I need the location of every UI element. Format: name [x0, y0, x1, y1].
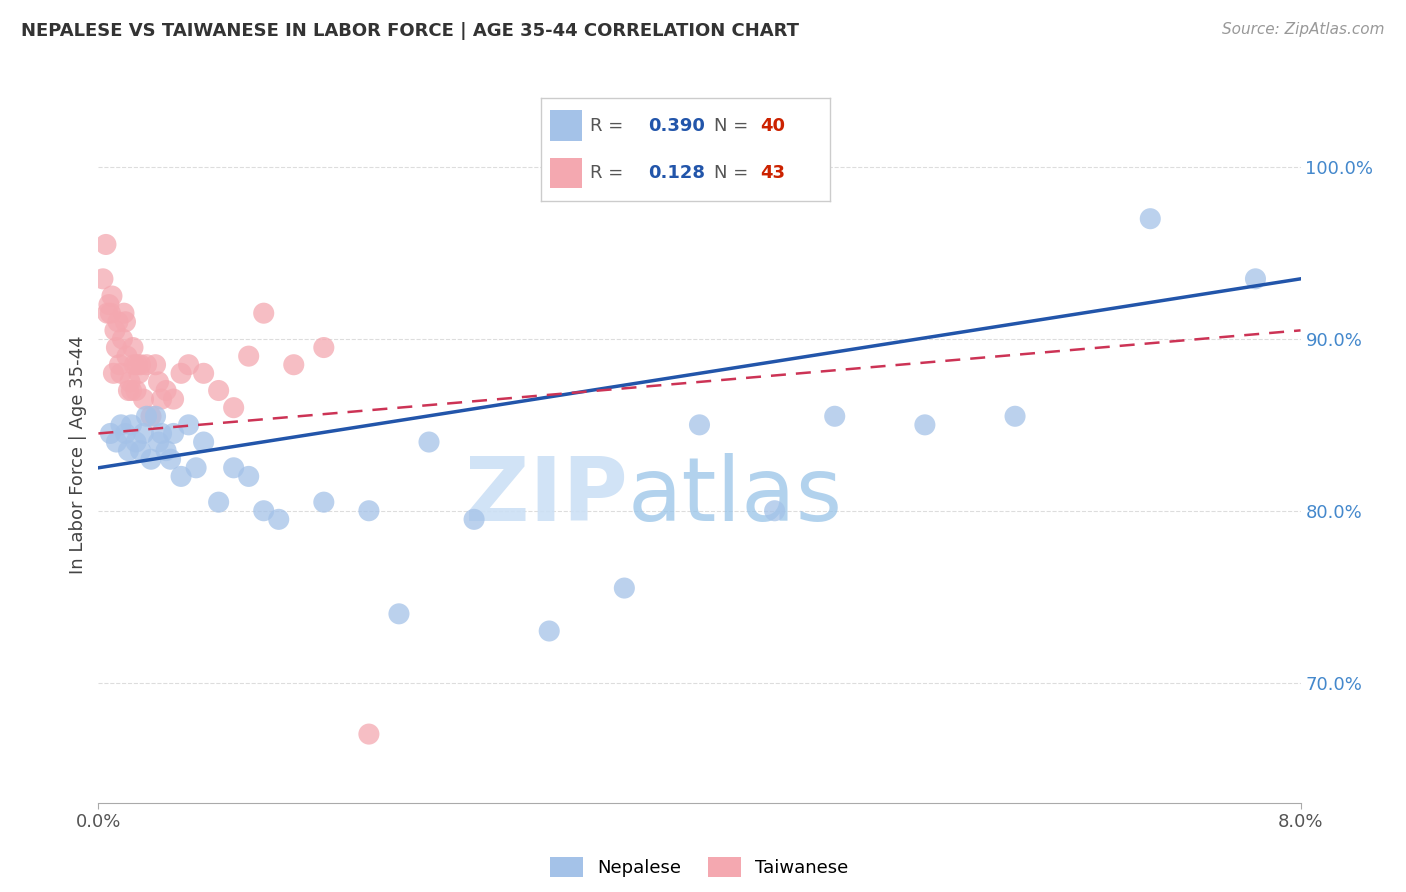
Point	[463, 512, 485, 526]
Point	[238, 349, 260, 363]
Point	[145, 358, 167, 372]
Point	[193, 435, 215, 450]
Point	[184, 460, 207, 475]
Text: N =: N =	[714, 117, 754, 135]
Point	[124, 358, 146, 372]
Point	[312, 495, 335, 509]
Point	[283, 358, 305, 372]
Point	[418, 435, 440, 450]
Point	[139, 409, 162, 424]
Text: 40: 40	[761, 117, 786, 135]
Point	[357, 727, 380, 741]
Point	[103, 367, 125, 381]
Point	[388, 607, 411, 621]
Point	[101, 289, 124, 303]
Point	[125, 384, 148, 398]
Point	[115, 349, 138, 363]
Point	[110, 367, 132, 381]
Point	[170, 469, 193, 483]
Point	[94, 237, 117, 252]
Point	[155, 443, 177, 458]
Point	[177, 358, 200, 372]
Text: 43: 43	[761, 164, 786, 182]
Point	[914, 417, 936, 432]
Point	[150, 392, 173, 406]
Point	[132, 426, 155, 441]
Point	[127, 358, 149, 372]
Point	[104, 323, 127, 337]
Point	[150, 426, 173, 441]
Point	[132, 392, 155, 406]
Point	[208, 495, 231, 509]
Point	[688, 417, 710, 432]
Point	[110, 417, 132, 432]
FancyBboxPatch shape	[550, 111, 582, 141]
Point	[177, 417, 200, 432]
Point	[170, 367, 193, 381]
Point	[162, 392, 184, 406]
Point	[121, 384, 143, 398]
Point	[118, 375, 141, 389]
Point	[100, 426, 122, 441]
Text: 0.128: 0.128	[648, 164, 704, 182]
Point	[148, 435, 170, 450]
Point	[824, 409, 846, 424]
Text: N =: N =	[714, 164, 754, 182]
Point	[91, 272, 114, 286]
Point	[114, 315, 136, 329]
Point	[253, 306, 276, 320]
Point	[763, 504, 786, 518]
Point	[105, 341, 128, 355]
Point	[155, 384, 177, 398]
Point	[162, 426, 184, 441]
Point	[135, 358, 157, 372]
Point	[193, 367, 215, 381]
Point	[111, 332, 134, 346]
Text: NEPALESE VS TAIWANESE IN LABOR FORCE | AGE 35-44 CORRELATION CHART: NEPALESE VS TAIWANESE IN LABOR FORCE | A…	[21, 22, 799, 40]
Point	[125, 435, 148, 450]
Text: ZIP: ZIP	[464, 453, 627, 541]
Point	[145, 409, 167, 424]
Point	[117, 443, 139, 458]
Point	[129, 443, 152, 458]
Point	[105, 435, 128, 450]
Y-axis label: In Labor Force | Age 35-44: In Labor Force | Age 35-44	[69, 335, 87, 574]
Point	[148, 375, 170, 389]
Point	[1004, 409, 1026, 424]
Point	[96, 306, 118, 320]
Point	[108, 358, 131, 372]
Text: 0.390: 0.390	[648, 117, 704, 135]
Point	[114, 426, 136, 441]
Point	[129, 358, 152, 372]
Point	[1139, 211, 1161, 226]
Point	[222, 401, 245, 415]
Point	[267, 512, 290, 526]
Point	[128, 367, 150, 381]
Point	[312, 341, 335, 355]
Point	[107, 315, 129, 329]
Point	[1244, 272, 1267, 286]
Point	[222, 460, 245, 475]
Point	[208, 384, 231, 398]
Point	[159, 452, 181, 467]
Point	[122, 341, 145, 355]
Text: R =: R =	[591, 164, 630, 182]
FancyBboxPatch shape	[550, 158, 582, 188]
Point	[238, 469, 260, 483]
Point	[121, 417, 143, 432]
Point	[97, 297, 120, 311]
Point	[112, 306, 135, 320]
Text: Source: ZipAtlas.com: Source: ZipAtlas.com	[1222, 22, 1385, 37]
Point	[100, 306, 122, 320]
Point	[117, 384, 139, 398]
Point	[139, 452, 162, 467]
Point	[613, 581, 636, 595]
Point	[253, 504, 276, 518]
Legend: Nepalese, Taiwanese: Nepalese, Taiwanese	[543, 850, 856, 884]
Point	[357, 504, 380, 518]
Point	[135, 409, 157, 424]
Text: R =: R =	[591, 117, 630, 135]
Text: atlas: atlas	[627, 453, 842, 541]
Point	[538, 624, 561, 638]
